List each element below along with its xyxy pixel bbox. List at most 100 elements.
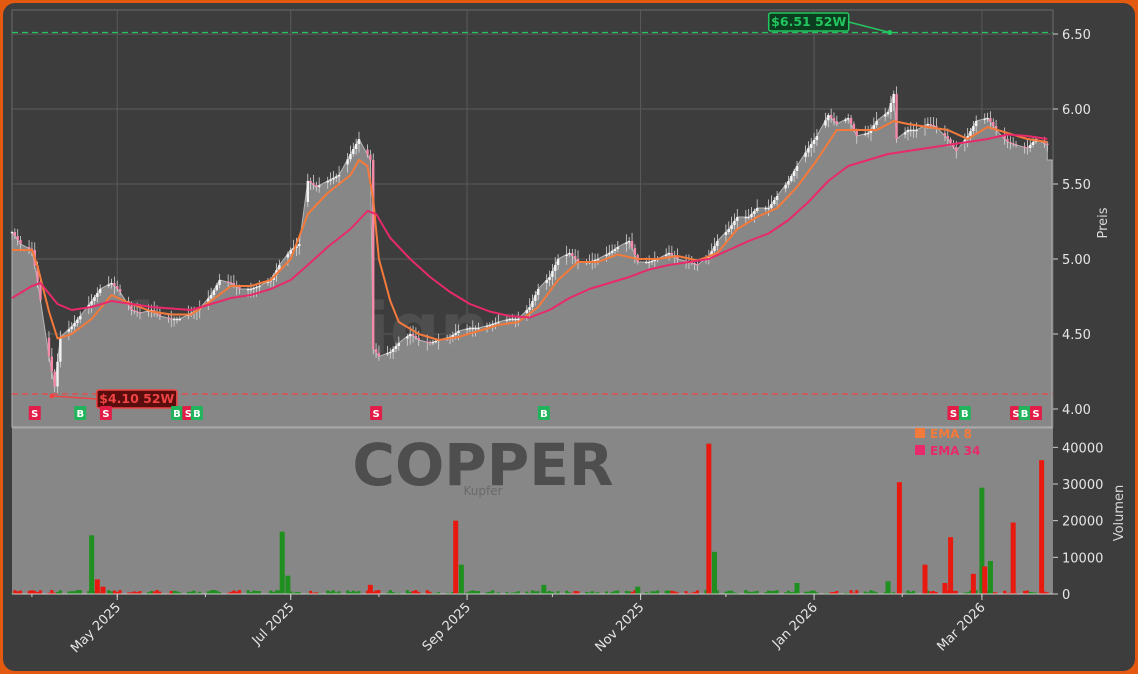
candle bbox=[406, 336, 409, 339]
volume-bar bbox=[872, 591, 876, 594]
volume-bar bbox=[351, 590, 355, 594]
volume-bar bbox=[198, 591, 202, 594]
signal-badge bbox=[28, 406, 41, 420]
candle bbox=[733, 221, 736, 225]
volume-bar bbox=[218, 592, 222, 594]
volume-bar bbox=[889, 592, 893, 594]
volume-bar bbox=[405, 590, 409, 594]
volume-bar bbox=[458, 564, 464, 594]
volume-bar bbox=[98, 592, 102, 594]
candle bbox=[298, 244, 301, 246]
volume-bar bbox=[906, 590, 910, 594]
candle bbox=[468, 328, 472, 330]
candle bbox=[556, 259, 560, 265]
candle bbox=[1029, 145, 1032, 148]
candle bbox=[571, 253, 574, 256]
signal-label: S bbox=[1012, 409, 1019, 420]
candle bbox=[170, 318, 173, 320]
volume-bar bbox=[27, 591, 31, 594]
candle bbox=[992, 122, 995, 126]
candle bbox=[349, 154, 352, 160]
volume-bar bbox=[769, 591, 773, 594]
volume-bar bbox=[13, 590, 17, 594]
sell-signal: S bbox=[99, 406, 112, 420]
volume-bar bbox=[127, 592, 131, 594]
candle bbox=[306, 181, 310, 202]
signal-label: B bbox=[173, 409, 181, 420]
candle bbox=[975, 121, 978, 126]
time-tick-label: Sep 2025 bbox=[420, 600, 474, 654]
volume-bar bbox=[294, 592, 298, 594]
candle bbox=[630, 241, 634, 248]
candle bbox=[505, 319, 509, 321]
signal-label: S bbox=[102, 409, 109, 420]
signal-badge bbox=[958, 406, 971, 420]
volume-bar bbox=[596, 592, 600, 594]
volume-bar bbox=[172, 590, 176, 594]
volume-bar bbox=[465, 592, 469, 594]
volume-bar bbox=[87, 591, 91, 594]
candle bbox=[895, 94, 898, 139]
volume-bar bbox=[169, 590, 173, 594]
volume-bar bbox=[650, 591, 654, 594]
candle bbox=[286, 253, 290, 258]
volume-bar bbox=[695, 590, 699, 594]
volume-bar bbox=[982, 566, 988, 594]
candle bbox=[454, 333, 457, 335]
volume-bar bbox=[75, 590, 79, 594]
volume-bar bbox=[533, 591, 537, 594]
candle bbox=[252, 288, 255, 290]
volume-bar bbox=[954, 590, 958, 594]
volume-bar bbox=[285, 575, 291, 594]
candle bbox=[946, 136, 949, 139]
volume-bar bbox=[832, 591, 836, 594]
candle bbox=[792, 171, 796, 176]
signal-label: S bbox=[31, 409, 38, 420]
volume-bar bbox=[932, 591, 936, 594]
candle bbox=[1011, 143, 1015, 145]
candle bbox=[1006, 139, 1009, 142]
signal-label: B bbox=[540, 409, 548, 420]
low_52w-pointer bbox=[51, 395, 97, 400]
volume-bar bbox=[414, 590, 418, 594]
volume-bar bbox=[115, 591, 119, 594]
volume-bar bbox=[994, 592, 998, 594]
candle bbox=[377, 352, 381, 357]
buy-signal: B bbox=[958, 406, 971, 420]
candle bbox=[451, 335, 455, 337]
volume-bar bbox=[806, 591, 810, 594]
signal-label: S bbox=[372, 409, 379, 420]
candle bbox=[70, 326, 73, 330]
volume-panel bbox=[12, 429, 1053, 594]
candle bbox=[983, 118, 986, 120]
volume-bar bbox=[19, 590, 23, 594]
volume-bar bbox=[391, 592, 395, 594]
volume-bar bbox=[425, 590, 429, 594]
candle bbox=[1031, 142, 1035, 145]
candle bbox=[812, 140, 816, 144]
volume-bar bbox=[892, 592, 896, 594]
volume-bar bbox=[1045, 592, 1049, 594]
volume-bar bbox=[152, 591, 156, 594]
time-tick-label: Jul 2025 bbox=[249, 600, 298, 649]
candle bbox=[909, 130, 912, 132]
volume-bar bbox=[963, 592, 967, 594]
candle bbox=[943, 133, 947, 136]
high_52w-label: $6.51 52W bbox=[771, 14, 846, 29]
volume-tick-label: 40000 bbox=[1062, 441, 1103, 456]
volume-bar bbox=[792, 591, 796, 594]
volume-bar bbox=[750, 592, 754, 594]
volume-bar bbox=[869, 590, 873, 594]
candle bbox=[434, 341, 437, 343]
volume-bar bbox=[491, 590, 495, 594]
volume-bar bbox=[73, 591, 77, 594]
candle bbox=[295, 246, 298, 248]
volume-bar bbox=[67, 591, 71, 594]
volume-bar bbox=[863, 591, 867, 594]
candle bbox=[209, 295, 213, 299]
volume-tick-label: 30000 bbox=[1062, 478, 1103, 493]
candle bbox=[827, 115, 830, 121]
volume-bar bbox=[789, 592, 793, 594]
volume-bar bbox=[536, 591, 540, 594]
candle bbox=[653, 260, 657, 262]
